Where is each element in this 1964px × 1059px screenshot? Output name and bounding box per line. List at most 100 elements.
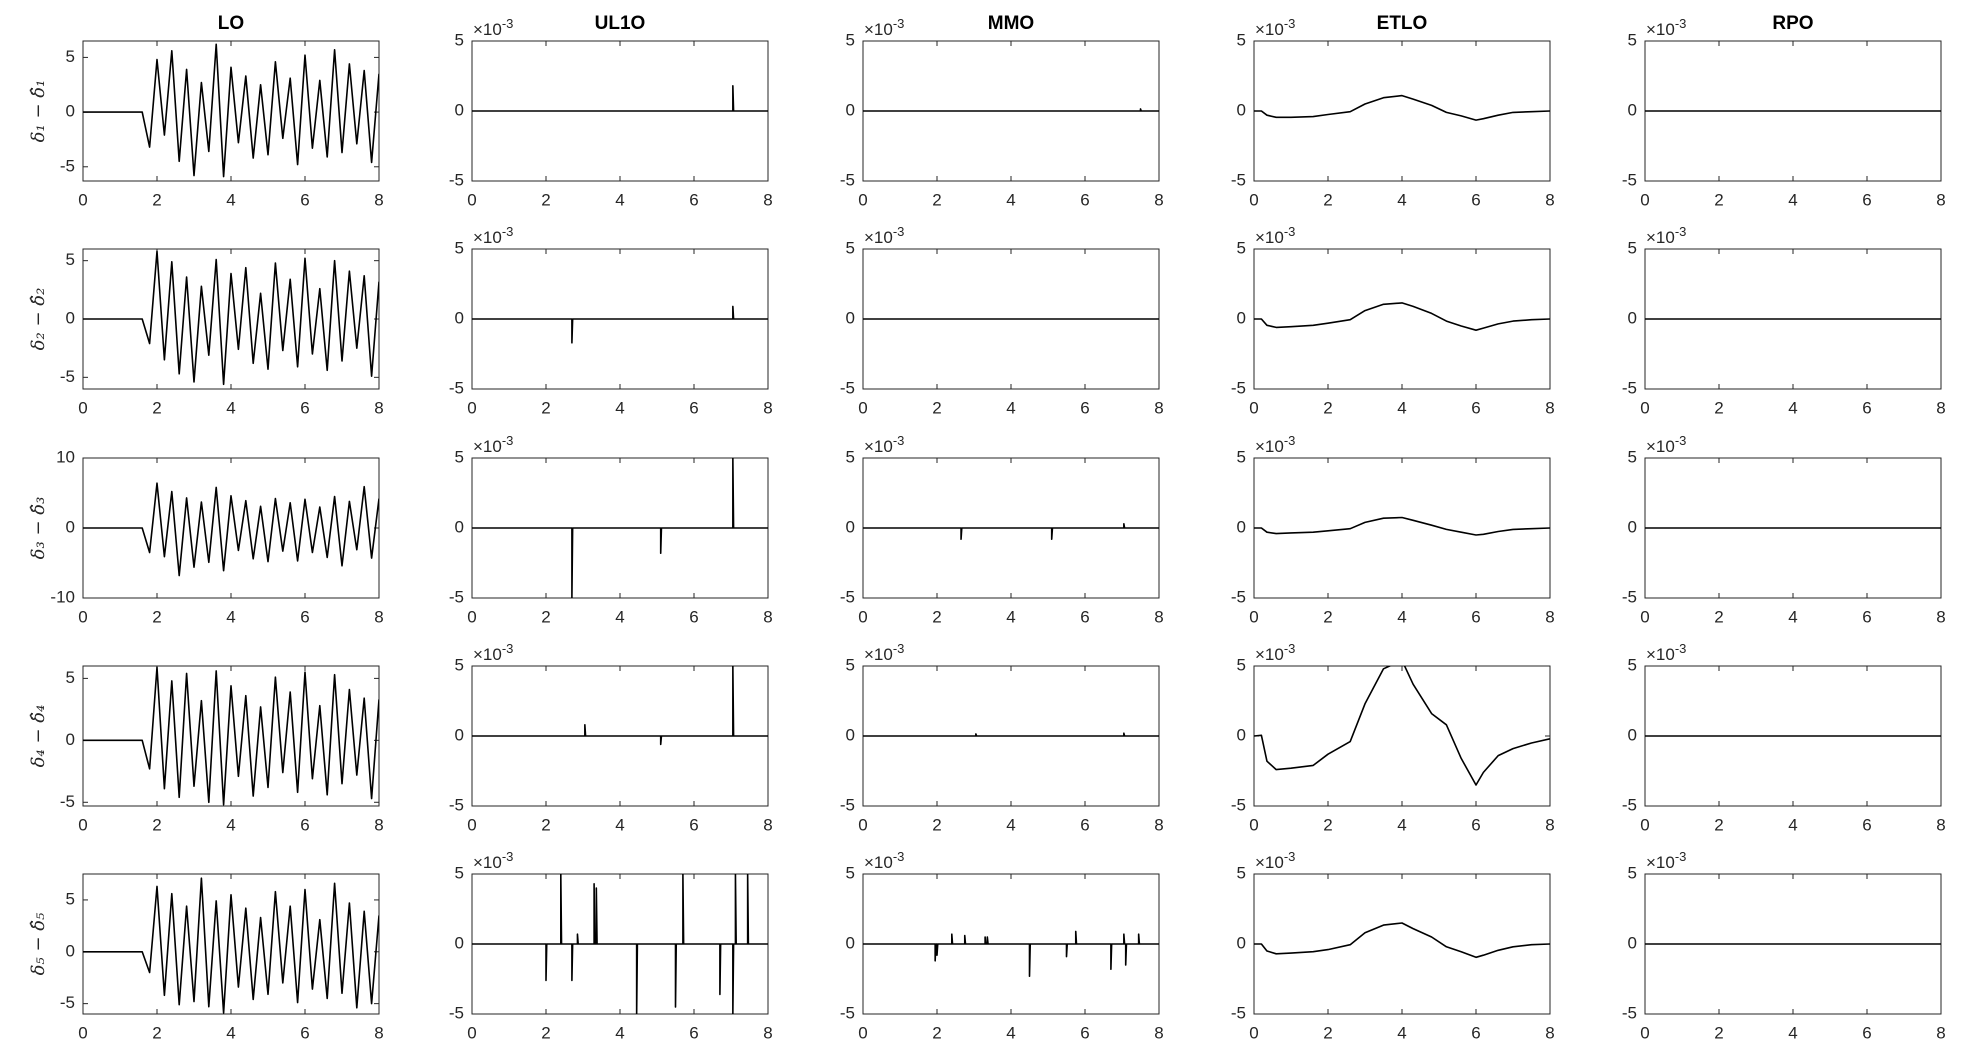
x-tick-label: 8	[374, 398, 383, 417]
x-tick-label: 0	[1249, 190, 1258, 209]
y-tick-label: 0	[455, 100, 464, 119]
y-tick-label: -5	[1231, 170, 1246, 189]
multiplier-base: ×10	[1646, 437, 1675, 456]
x-tick-label: 0	[1640, 607, 1649, 626]
y-tick-label: -5	[60, 792, 75, 811]
x-tick-label: 2	[152, 190, 161, 209]
x-tick-label: 8	[1154, 607, 1163, 626]
data-line	[1254, 666, 1550, 786]
y-tick-label: 0	[846, 933, 855, 952]
x-tick-label: 6	[689, 815, 698, 834]
x-tick-label: 2	[152, 398, 161, 417]
multiplier-exponent: -3	[893, 849, 905, 864]
y-tick-label: 5	[846, 447, 855, 466]
axes-box	[1253, 873, 1551, 1015]
x-tick-label: 8	[763, 190, 772, 209]
y-tick-label: -5	[1622, 795, 1637, 814]
x-tick-label: 4	[615, 1023, 624, 1042]
x-tick-label: 8	[763, 607, 772, 626]
x-tick-label: 8	[1545, 1023, 1554, 1042]
x-tick-label: 4	[615, 815, 624, 834]
y-tick-label: -5	[1231, 795, 1246, 814]
y-tick-label: -5	[840, 1003, 855, 1022]
multiplier-base: ×10	[864, 853, 893, 872]
x-tick-label: 2	[1714, 815, 1723, 834]
data-line	[1254, 516, 1550, 536]
y-multiplier: ×10-3	[473, 16, 513, 39]
x-tick-label: 4	[1397, 190, 1406, 209]
x-tick-label: 8	[1936, 398, 1945, 417]
y-tick-label: 0	[1628, 100, 1637, 119]
x-tick-label: 6	[689, 190, 698, 209]
x-tick-label: 2	[152, 815, 161, 834]
x-tick-label: 0	[78, 190, 87, 209]
x-tick-label: 0	[1249, 398, 1258, 417]
x-tick-label: 8	[1936, 190, 1945, 209]
y-multiplier: ×10-3	[473, 224, 513, 247]
x-tick-label: 0	[1249, 607, 1258, 626]
y-tick-label: 0	[846, 517, 855, 536]
x-tick-label: 4	[615, 190, 624, 209]
x-tick-label: 2	[932, 1023, 941, 1042]
x-tick-label: 0	[1640, 398, 1649, 417]
y-multiplier: ×10-3	[473, 641, 513, 664]
y-axis-label: δ₄ − δ̂₄	[28, 705, 49, 768]
data-line	[472, 305, 768, 344]
y-tick-label: 5	[1628, 447, 1637, 466]
y-tick-label: 0	[66, 102, 75, 121]
x-tick-label: 0	[1640, 1023, 1649, 1042]
data-line	[863, 108, 1159, 112]
x-tick-label: 2	[932, 607, 941, 626]
y-tick-label: 0	[1237, 308, 1246, 327]
y-tick-label: -5	[840, 587, 855, 606]
y-tick-label: -5	[60, 993, 75, 1012]
x-tick-label: 0	[78, 607, 87, 626]
y-tick-label: 0	[1237, 725, 1246, 744]
x-tick-label: 8	[1936, 1023, 1945, 1042]
x-tick-label: 4	[1788, 815, 1797, 834]
y-tick-label: 0	[66, 308, 75, 327]
multiplier-exponent: -3	[1284, 433, 1296, 448]
y-tick-label: -5	[1622, 170, 1637, 189]
x-tick-label: 0	[78, 815, 87, 834]
y-tick-label: 5	[1628, 863, 1637, 882]
subplot-title: MMO	[988, 13, 1034, 34]
y-multiplier: ×10-3	[1646, 849, 1686, 872]
y-tick-label: 0	[846, 308, 855, 327]
x-tick-label: 2	[541, 190, 550, 209]
multiplier-base: ×10	[1255, 20, 1284, 39]
y-tick-label: -5	[1622, 587, 1637, 606]
x-tick-label: 8	[1545, 190, 1554, 209]
multiplier-base: ×10	[473, 853, 502, 872]
data-line	[83, 877, 379, 1014]
x-tick-label: 4	[615, 398, 624, 417]
x-tick-label: 6	[1862, 398, 1871, 417]
y-tick-label: 5	[455, 30, 464, 49]
y-tick-label: 5	[1237, 238, 1246, 257]
x-tick-label: 6	[689, 607, 698, 626]
multiplier-exponent: -3	[1675, 433, 1687, 448]
y-tick-label: 0	[455, 308, 464, 327]
x-tick-label: 6	[1471, 190, 1480, 209]
x-tick-label: 2	[932, 815, 941, 834]
x-tick-label: 0	[1640, 815, 1649, 834]
y-tick-label: 0	[1237, 100, 1246, 119]
x-tick-label: 2	[1714, 1023, 1723, 1042]
x-tick-label: 2	[1323, 607, 1332, 626]
y-tick-label: 0	[66, 730, 75, 749]
data-line	[863, 732, 1159, 737]
x-tick-label: 8	[1545, 607, 1554, 626]
x-tick-label: 8	[374, 607, 383, 626]
y-tick-label: 5	[846, 863, 855, 882]
x-tick-label: 4	[1788, 607, 1797, 626]
x-tick-label: 0	[858, 607, 867, 626]
x-tick-label: 2	[541, 1023, 550, 1042]
y-axis-label: δ₁ − δ̂₁	[28, 80, 49, 143]
y-tick-label: 0	[1628, 725, 1637, 744]
y-tick-label: -5	[449, 170, 464, 189]
y-multiplier: ×10-3	[864, 433, 904, 456]
x-tick-label: 2	[152, 607, 161, 626]
y-tick-label: -5	[1231, 1003, 1246, 1022]
y-tick-label: -5	[840, 378, 855, 397]
y-tick-label: 5	[66, 889, 75, 908]
